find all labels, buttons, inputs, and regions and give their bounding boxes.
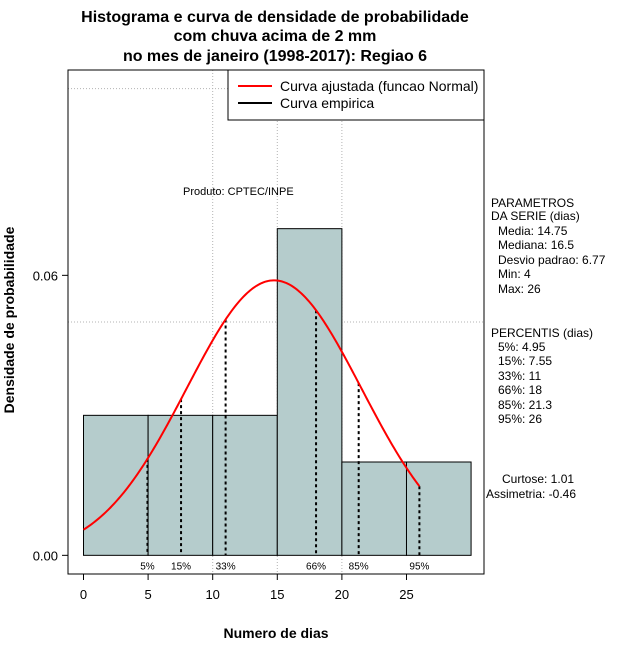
x-tick-label-2: 10	[205, 587, 219, 602]
percentile-label-1: 15%	[171, 561, 191, 572]
assimetria: Assimetria: -0.46	[486, 487, 576, 501]
parametro-desvio: Desvio padrao: 6.77	[498, 253, 606, 267]
y-tick-label-1: 0.06	[33, 268, 58, 283]
axes: 0 5 10 15 20 25 0.00 0.06	[33, 268, 414, 602]
fitted-curve	[82, 279, 421, 531]
legend: Curva ajustada (funcao Normal) Curva emp…	[227, 69, 485, 121]
parametros-heading-1: PARAMETROS	[491, 196, 574, 210]
x-tick-label-4: 20	[335, 587, 349, 602]
percentil-85: 85%: 21.3	[498, 398, 552, 412]
parametro-min: Min: 4	[498, 267, 531, 281]
chart-title-line-3: no mes de janeiro (1998-2017): Regiao 6	[123, 48, 427, 65]
product-note: Produto: CPTEC/INPE	[183, 186, 294, 198]
percentil-95: 95%: 26	[498, 412, 542, 426]
legend-box	[227, 69, 485, 121]
percentile-label-4: 85%	[349, 561, 369, 572]
stats-panel: PARAMETROS DA SERIE (dias) Media: 14.75 …	[486, 196, 606, 501]
percentile-lines	[146, 310, 421, 556]
x-tick-label-3: 15	[270, 587, 284, 602]
histogram-bar-3	[276, 228, 343, 556]
curtose: Curtose: 1.01	[502, 472, 574, 486]
percentile-label-5: 95%	[409, 561, 429, 572]
y-axis-title: Densidade de probabilidade	[1, 226, 17, 413]
y-tick-label-0: 0.00	[33, 548, 58, 563]
x-tick-label-0: 0	[80, 587, 87, 602]
legend-label-empirical: Curva empirica	[280, 95, 374, 111]
parametros-heading-2: DA SERIE (dias)	[491, 209, 580, 223]
x-axis-title: Numero de dias	[223, 625, 328, 641]
histogram-bar-5	[405, 461, 472, 556]
percentile-labels: 5% 15% 33% 66% 85% 95%	[140, 561, 429, 572]
parametro-media: Media: 14.75	[498, 224, 568, 238]
histogram-bar-2	[212, 414, 278, 556]
chart-title-line-1: Histograma e curva de densidade de proba…	[81, 9, 469, 26]
legend-label-fitted: Curva ajustada (funcao Normal)	[280, 78, 478, 94]
parametro-max: Max: 26	[498, 282, 541, 296]
percentile-label-0: 5%	[140, 561, 155, 572]
percentile-label-2: 33%	[216, 561, 236, 572]
percentil-33: 33%: 11	[498, 369, 541, 383]
percentil-5: 5%: 4.95	[498, 340, 546, 354]
parametro-mediana: Mediana: 16.5	[498, 238, 574, 252]
percentil-66: 66%: 18	[498, 383, 542, 397]
histogram-bar-0	[83, 414, 149, 556]
fitted-curve-layer	[82, 279, 421, 531]
percentile-label-3: 66%	[306, 561, 326, 572]
percentil-15: 15%: 7.55	[498, 354, 552, 368]
histogram-bars	[83, 228, 472, 556]
x-tick-label-1: 5	[144, 587, 151, 602]
percentis-heading: PERCENTIS (dias)	[491, 326, 593, 340]
chart-title-line-2: com chuva acima de 2 mm	[174, 28, 377, 45]
x-tick-label-5: 25	[399, 587, 413, 602]
histogram-bar-4	[341, 461, 407, 556]
